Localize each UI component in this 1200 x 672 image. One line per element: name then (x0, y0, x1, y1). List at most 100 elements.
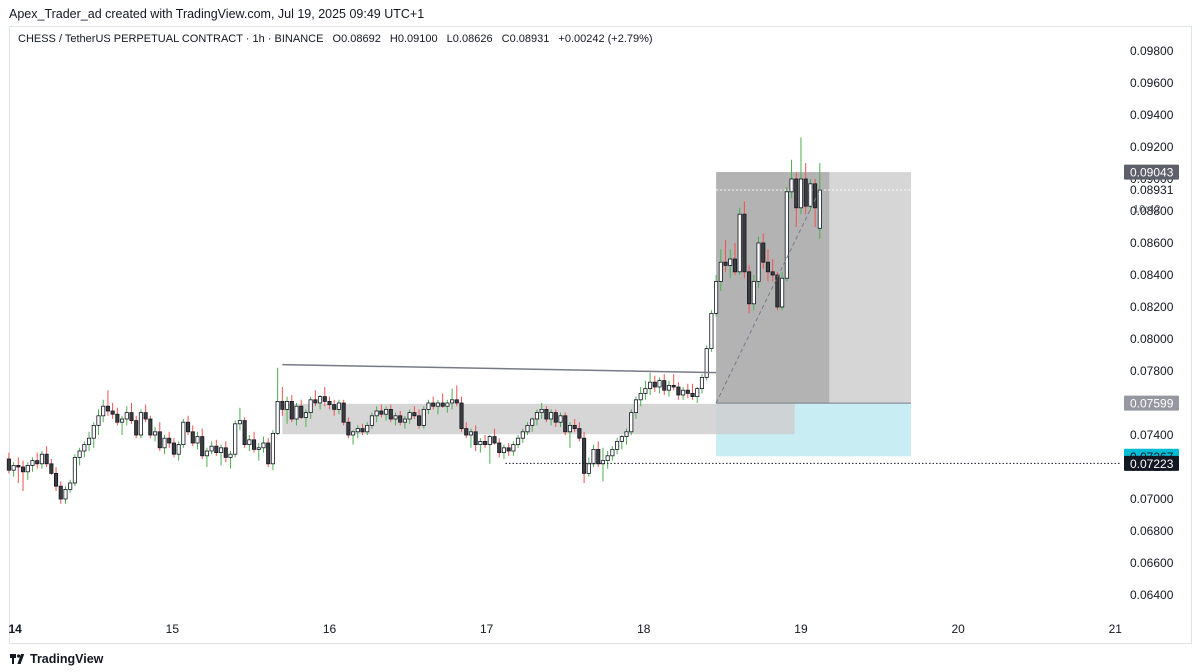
price-label-bg (1124, 455, 1179, 471)
candle-body (473, 431, 478, 445)
candle-body (742, 213, 747, 273)
candle (138, 409, 143, 439)
candle (619, 435, 624, 450)
tradingview-logo-icon (10, 654, 25, 664)
candle (35, 452, 40, 469)
candle (803, 163, 808, 215)
candle (256, 443, 261, 461)
candle-body (747, 271, 752, 305)
candle (252, 431, 257, 453)
candle (699, 374, 705, 394)
symbol-title: CHESS / TetherUS PERPETUAL CONTRACT · 1h… (18, 33, 324, 45)
candle-body (204, 450, 209, 457)
candle (615, 438, 620, 455)
candle (195, 431, 200, 450)
candle (709, 310, 714, 352)
candle-body (384, 408, 389, 415)
candle-body (82, 444, 87, 452)
candle-body (520, 431, 525, 439)
candle (483, 435, 488, 448)
candle-body (761, 242, 766, 263)
candle (332, 399, 337, 416)
candle (780, 271, 785, 311)
candle-body (492, 436, 497, 444)
candle (247, 435, 252, 451)
time-tick-label: 15 (166, 622, 180, 636)
candle-body (582, 437, 587, 474)
candle (190, 425, 195, 447)
price-label: 0.09043 (1124, 164, 1179, 180)
candle (289, 395, 294, 423)
candle-body (200, 436, 205, 457)
candle-body (285, 400, 290, 410)
candle (610, 446, 615, 461)
candle-body (501, 447, 506, 453)
candle (360, 423, 365, 435)
price-label-bg (1124, 164, 1179, 180)
candle-body (619, 436, 624, 442)
candle-body (157, 431, 162, 449)
candle-body (341, 402, 346, 423)
candle (681, 387, 686, 400)
candle-body (209, 445, 214, 452)
candle-body (784, 191, 789, 279)
candle (798, 137, 804, 215)
candle (44, 446, 49, 467)
candle-body (412, 412, 417, 417)
candle (586, 457, 591, 477)
candle-body (629, 412, 634, 433)
candle (223, 441, 228, 463)
candle-body (440, 402, 445, 407)
candle-body (530, 418, 535, 426)
candle (445, 399, 450, 413)
candle (280, 387, 285, 416)
candle (228, 451, 233, 469)
candles (6, 137, 822, 504)
candle-body (252, 439, 257, 450)
candle (120, 415, 125, 435)
time-tick-label: 21 (1109, 622, 1123, 636)
candle-body (374, 410, 379, 417)
close-label: C (501, 33, 510, 45)
candle-body (615, 440, 620, 450)
candle-body (86, 437, 92, 446)
candle (723, 239, 728, 272)
price-label-text: 0.07599 (1130, 397, 1174, 411)
candle-body (186, 421, 191, 433)
candle (270, 430, 275, 471)
chart-panel[interactable] (9, 26, 1192, 644)
candle (506, 443, 511, 456)
candle (91, 422, 96, 448)
candle (63, 486, 68, 504)
candle-body (355, 428, 360, 433)
candle (794, 172, 799, 227)
candle-body (35, 460, 40, 465)
candle-body (134, 420, 139, 436)
candle (737, 207, 742, 275)
footer-brand[interactable]: TradingView (10, 650, 103, 668)
price-tick-label: 0.06400 (1130, 588, 1174, 602)
change-value: +0.00242 (+2.79%) (558, 33, 653, 45)
candle (633, 396, 639, 419)
candle (176, 441, 181, 461)
candle-body (549, 412, 554, 420)
candle (572, 419, 577, 432)
low-label: L (446, 33, 453, 45)
candle (148, 415, 153, 439)
price-tick-label: 0.08400 (1130, 268, 1174, 282)
candle (690, 383, 695, 400)
candle (544, 406, 549, 423)
candle (487, 435, 492, 464)
candle (327, 396, 332, 410)
high-label: H (389, 33, 398, 45)
candle (313, 390, 318, 407)
candle-body (577, 428, 582, 439)
candle (275, 367, 280, 435)
candle (728, 249, 733, 279)
projection-line (715, 189, 821, 404)
candle-body (751, 280, 756, 305)
candle-body (497, 442, 502, 453)
candle-body (704, 348, 709, 378)
candle-body (77, 450, 82, 458)
